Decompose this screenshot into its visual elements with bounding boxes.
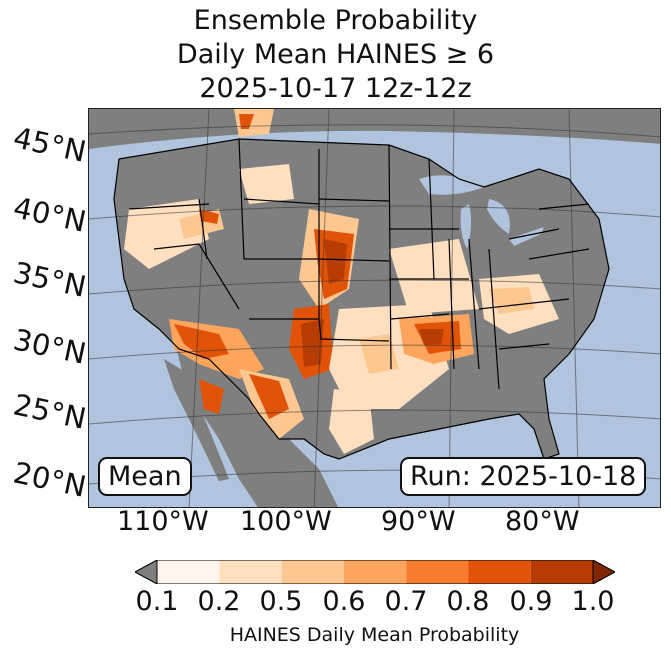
colorbar-tick: 0.9	[509, 586, 553, 617]
title-line-3: 2025-10-17 12z-12z	[199, 73, 472, 104]
colorbar-label: HAINES Daily Mean Probability	[229, 624, 520, 646]
title-line-2: Daily Mean HAINES ≥ 6	[176, 39, 495, 70]
colorbar-tick: 0.8	[446, 586, 490, 617]
lake-erie	[509, 227, 544, 246]
lake-superior	[419, 175, 484, 195]
lon-label-90: 90°W	[381, 506, 456, 537]
lat-label-25: 25°N	[10, 387, 90, 436]
colorbar-tick: 0.2	[197, 586, 241, 617]
colorbar-tick: 1.0	[571, 586, 615, 617]
lat-label-35: 35°N	[10, 255, 90, 304]
colorbar-segment	[343, 560, 407, 584]
map-panel	[88, 108, 661, 508]
colorbar-segment	[406, 560, 469, 584]
state-borders	[113, 138, 610, 460]
baja-peninsula	[164, 359, 229, 481]
colorbar-segment	[219, 560, 282, 584]
colorbar-segment	[157, 560, 220, 584]
mexico-land	[174, 339, 338, 507]
lat-label-20: 20°N	[10, 455, 90, 504]
lon-label-100: 100°W	[240, 506, 332, 537]
colorbar-under-arrow	[135, 560, 158, 584]
lat-label-45: 45°N	[10, 120, 90, 169]
canada-land	[89, 109, 660, 149]
graticule	[89, 109, 660, 507]
colorbar-tick: 0.6	[322, 586, 366, 617]
lon-label-110: 110°W	[117, 506, 209, 537]
title-line-1: Ensemble Probability	[193, 5, 478, 36]
lat-label-40: 40°N	[10, 190, 90, 239]
colorbar-segment	[281, 560, 344, 584]
colorbar	[135, 560, 615, 584]
run-date-box: Run: 2025-10-18	[400, 457, 647, 496]
lake-michigan	[460, 204, 472, 249]
mean-box: Mean	[98, 457, 192, 496]
colorbar-segment	[530, 560, 593, 584]
lat-label-30: 30°N	[10, 322, 90, 371]
colorbar-over-arrow	[592, 560, 615, 584]
colorbar-tick: 0.7	[384, 586, 428, 617]
map-canvas	[89, 109, 660, 507]
colorbar-segment	[468, 560, 531, 584]
colorbar-tick: 0.1	[135, 586, 179, 617]
colorbar-tick: 0.5	[259, 586, 303, 617]
lon-label-80: 80°W	[505, 506, 580, 537]
